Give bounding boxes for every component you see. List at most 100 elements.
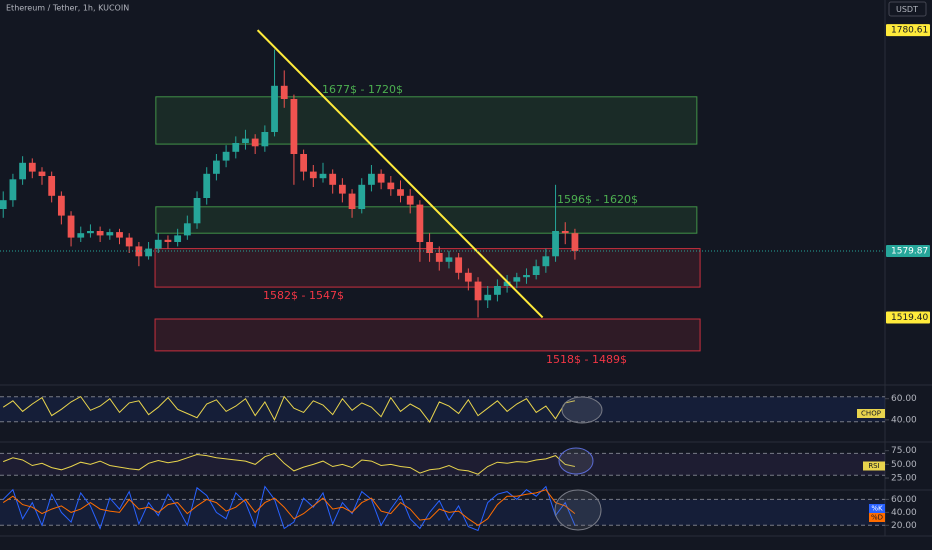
candle-body <box>251 138 259 147</box>
candle-body <box>377 173 385 183</box>
candle-body <box>406 195 414 205</box>
candle-body <box>9 179 17 201</box>
candle-body <box>513 277 521 282</box>
candle-body <box>368 173 375 185</box>
price-label-box <box>886 24 930 37</box>
candle-body <box>348 193 356 209</box>
indicator-line <box>2 489 576 526</box>
chart-title: Ethereum / Tether, 1h, KUCOIN <box>6 4 129 13</box>
legend-label: RSI <box>868 462 879 470</box>
price-label-box <box>886 311 930 324</box>
price-label: 1780.61 <box>891 26 928 36</box>
candle-body <box>203 173 211 198</box>
candle-body <box>261 132 269 147</box>
y-tick-label: 60.00 <box>891 394 917 404</box>
y-tick-label: 40.00 <box>891 415 917 425</box>
currency-label[interactable]: USDT <box>896 5 918 14</box>
candle-body <box>329 173 337 185</box>
candle-body <box>532 266 540 275</box>
candle-body <box>309 171 317 179</box>
candle-body <box>319 173 327 179</box>
candle-body <box>338 184 346 194</box>
candle-body <box>116 232 123 238</box>
candle-body <box>300 154 308 172</box>
indicator-band <box>0 499 885 526</box>
candle-body <box>87 231 94 234</box>
candle-body <box>96 231 104 236</box>
legend-box <box>863 461 885 471</box>
y-tick-label: 75.00 <box>891 446 917 456</box>
candle-body <box>193 198 201 224</box>
indicator-line <box>3 452 576 475</box>
candle-body <box>242 138 249 143</box>
candle-body <box>77 233 85 238</box>
candle-body <box>474 281 482 301</box>
highlight-ellipse <box>558 447 594 475</box>
zone-label: 1677$ - 1720$ <box>322 83 403 96</box>
axes: 1780.61 1579.87 1519.40 40.00 60.00 CHOP 25.00… <box>857 24 930 531</box>
candle-body <box>271 85 278 132</box>
legend-label: CHOP <box>861 410 881 418</box>
indicator-band <box>0 396 885 422</box>
candle-body <box>416 204 424 242</box>
candle-body <box>213 160 220 174</box>
highlight-ellipse <box>554 489 602 531</box>
candle-body <box>145 248 152 257</box>
price-label: 1579.87 <box>891 246 928 256</box>
indicator-line <box>2 485 576 532</box>
zone-label: 1518$ - 1489$ <box>546 353 627 366</box>
candle-body <box>174 235 182 242</box>
price-zone <box>155 206 698 234</box>
legend-label: %K <box>871 505 883 513</box>
indicator-band <box>0 453 885 476</box>
candle-body <box>0 200 7 209</box>
main-pane: 1677$ - 1720$ 1596$ - 1620$ 1582$ - 1547$ 1… <box>0 29 885 532</box>
candle-body <box>232 143 240 152</box>
candle-body <box>57 195 65 216</box>
legend-box <box>857 409 885 418</box>
y-tick-label: 60.00 <box>891 495 917 505</box>
candle-body <box>445 257 453 262</box>
candle-body <box>523 275 530 278</box>
highlight-ellipse <box>561 396 603 424</box>
candle-body <box>397 189 404 196</box>
price-label: 1519.40 <box>891 313 928 323</box>
candle-body <box>542 256 550 267</box>
legend-label: %D <box>871 514 883 522</box>
zone-label: 1596$ - 1620$ <box>557 193 638 206</box>
candle-body <box>290 99 298 154</box>
price-zone <box>154 248 701 288</box>
candle-body <box>164 239 172 242</box>
candle-body <box>464 272 472 282</box>
candle-body <box>106 232 114 236</box>
trend-line <box>256 29 544 319</box>
candle-body <box>48 176 56 196</box>
y-tick-label: 20.00 <box>891 521 917 531</box>
legend-box <box>869 504 885 513</box>
y-tick-label: 25.00 <box>891 474 917 484</box>
candle-body <box>183 223 191 236</box>
candle-body <box>222 151 230 161</box>
candle-body <box>67 215 75 238</box>
price-zone <box>155 96 698 145</box>
y-tick-label: 40.00 <box>891 508 917 518</box>
candle-body <box>38 171 46 176</box>
candle-body <box>503 281 511 286</box>
zone-label: 1582$ - 1547$ <box>263 289 344 302</box>
candle-body <box>484 294 492 301</box>
candle-body <box>571 233 579 251</box>
candle-body <box>455 257 463 273</box>
currency-button[interactable] <box>888 1 927 17</box>
candle-body <box>494 286 501 295</box>
candle-body <box>125 237 133 247</box>
candle-body <box>358 184 366 209</box>
y-tick-label: 50.00 <box>891 460 917 470</box>
candle-body <box>435 253 443 262</box>
legend-box <box>869 513 885 522</box>
price-label-box <box>886 244 930 257</box>
candle-body <box>426 242 433 253</box>
price-zone <box>154 318 701 352</box>
candle-body <box>154 239 162 249</box>
candle-body <box>387 182 395 190</box>
